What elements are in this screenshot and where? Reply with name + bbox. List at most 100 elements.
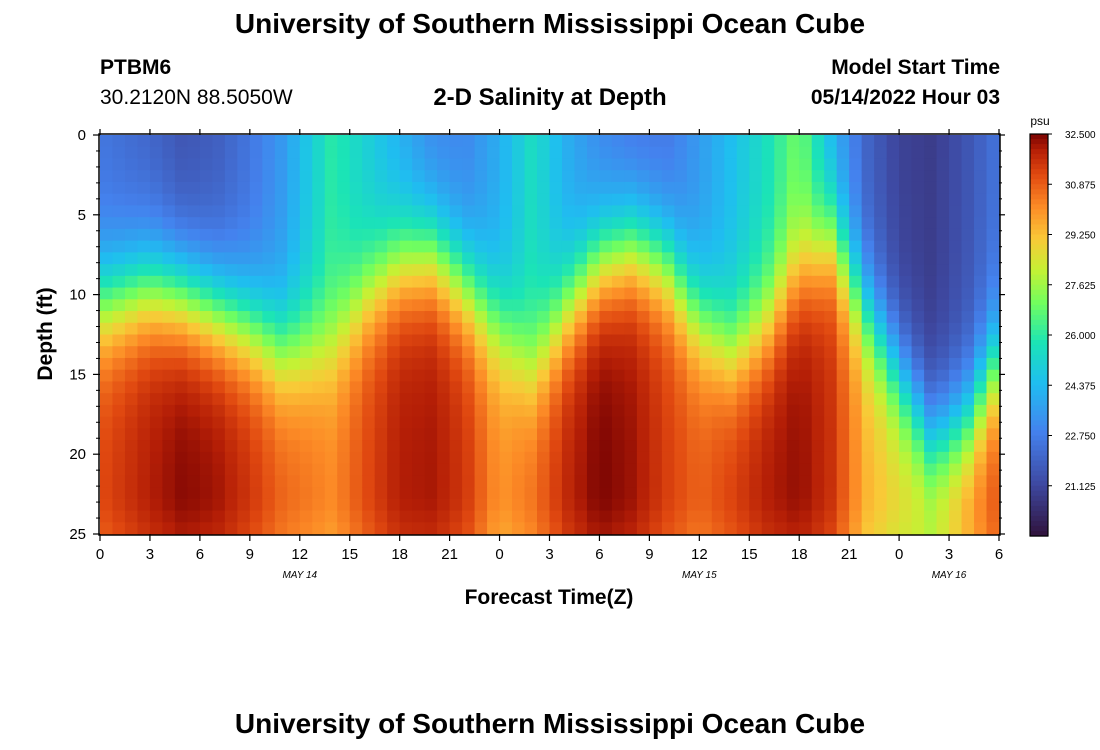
heatmap-cell bbox=[911, 135, 925, 148]
heatmap-cell bbox=[387, 275, 401, 289]
heatmap-cell bbox=[836, 393, 850, 406]
heatmap-cell bbox=[649, 205, 663, 218]
heatmap-cell bbox=[174, 193, 189, 207]
heatmap-cell bbox=[100, 357, 114, 371]
heatmap-cell bbox=[499, 275, 513, 289]
heatmap-cell bbox=[811, 170, 825, 183]
heatmap-cell bbox=[449, 193, 463, 207]
heatmap-cell bbox=[499, 311, 513, 324]
heatmap-cell bbox=[549, 311, 563, 324]
heatmap-cell bbox=[661, 428, 675, 441]
heatmap-cell bbox=[761, 252, 775, 265]
heatmap-cell bbox=[561, 240, 576, 253]
heatmap-cell bbox=[911, 205, 925, 218]
heatmap-cell bbox=[449, 522, 463, 535]
heatmap-cell bbox=[512, 498, 526, 512]
heatmap-cell bbox=[312, 357, 326, 371]
heatmap-cell bbox=[686, 275, 700, 289]
heatmap-cell bbox=[399, 475, 413, 488]
colorbar-segment bbox=[1030, 329, 1048, 336]
heatmap-cell bbox=[849, 510, 863, 523]
heatmap-cell bbox=[736, 522, 750, 535]
heatmap-cell bbox=[237, 264, 251, 277]
heatmap-cell bbox=[686, 498, 700, 512]
heatmap-cell bbox=[899, 158, 913, 171]
heatmap-cell bbox=[749, 135, 763, 148]
heatmap-cell bbox=[162, 440, 176, 453]
heatmap-cell bbox=[936, 228, 950, 242]
heatmap-cell bbox=[674, 522, 688, 535]
heatmap-cell bbox=[649, 475, 663, 488]
heatmap-cell bbox=[886, 404, 900, 418]
heatmap-cell bbox=[899, 451, 913, 465]
heatmap-cell bbox=[786, 440, 800, 453]
heatmap-cell bbox=[537, 404, 551, 418]
heatmap-cell bbox=[599, 158, 613, 171]
heatmap-cell bbox=[287, 440, 301, 453]
heatmap-cell bbox=[749, 252, 763, 265]
heatmap-cell bbox=[537, 252, 551, 265]
heatmap-cell bbox=[836, 404, 850, 418]
heatmap-cell bbox=[174, 264, 189, 277]
heatmap-cell bbox=[961, 205, 975, 218]
model-start-label: Model Start Time bbox=[831, 56, 1000, 79]
heatmap-cell bbox=[137, 170, 151, 183]
heatmap-cell bbox=[174, 252, 189, 265]
heatmap-cell bbox=[761, 346, 775, 359]
heatmap-cell bbox=[724, 275, 738, 289]
y-tick-label: 10 bbox=[69, 287, 86, 304]
heatmap-cell bbox=[337, 346, 351, 359]
heatmap-cell bbox=[312, 404, 326, 418]
heatmap-cell bbox=[774, 287, 788, 300]
heatmap-cell bbox=[849, 475, 863, 488]
heatmap-cell bbox=[974, 135, 988, 148]
heatmap-cell bbox=[724, 451, 738, 465]
heatmap-cell bbox=[986, 428, 1000, 441]
heatmap-cell bbox=[661, 475, 675, 488]
heatmap-cell bbox=[412, 135, 426, 148]
heatmap-cell bbox=[362, 522, 376, 535]
heatmap-cell bbox=[661, 334, 675, 347]
heatmap-cell bbox=[874, 322, 888, 336]
heatmap-cell bbox=[237, 381, 251, 394]
heatmap-cell bbox=[437, 510, 451, 523]
heatmap-cell bbox=[961, 451, 975, 465]
heatmap-cell bbox=[549, 404, 563, 418]
footer-title: University of Southern Mississippi Ocean… bbox=[234, 708, 866, 739]
heatmap-cell bbox=[836, 463, 850, 476]
heatmap-cell bbox=[212, 369, 226, 383]
heatmap-cell bbox=[811, 275, 825, 289]
heatmap-cell bbox=[387, 475, 401, 488]
heatmap-cell bbox=[524, 287, 538, 300]
heatmap-cell bbox=[974, 275, 988, 289]
heatmap-cell bbox=[786, 322, 800, 336]
heatmap-cell bbox=[362, 299, 376, 312]
heatmap-cell bbox=[624, 217, 638, 230]
heatmap-cell bbox=[611, 322, 626, 336]
heatmap-cell bbox=[836, 228, 850, 242]
heatmap-cell bbox=[661, 404, 675, 418]
heatmap-cell bbox=[224, 322, 238, 336]
heatmap-cell bbox=[811, 146, 825, 160]
heatmap-cell bbox=[749, 205, 763, 218]
heatmap-cell bbox=[924, 451, 938, 465]
heatmap-cell bbox=[199, 228, 213, 242]
heatmap-cell bbox=[524, 463, 538, 476]
colorbar-segment bbox=[1030, 214, 1048, 221]
heatmap-cell bbox=[649, 217, 663, 230]
heatmap-cell bbox=[686, 451, 700, 465]
heatmap-cell bbox=[724, 252, 738, 265]
heatmap-cell bbox=[349, 498, 363, 512]
heatmap-cell bbox=[874, 475, 888, 488]
heatmap-cell bbox=[474, 428, 488, 441]
heatmap-cell bbox=[986, 357, 1000, 371]
heatmap-cell bbox=[399, 357, 413, 371]
heatmap-cell bbox=[749, 170, 763, 183]
heatmap-cell bbox=[149, 451, 164, 465]
heatmap-cell bbox=[512, 346, 526, 359]
heatmap-cell bbox=[686, 381, 700, 394]
heatmap-cell bbox=[399, 181, 413, 195]
heatmap-cell bbox=[349, 205, 363, 218]
heatmap-cell bbox=[487, 404, 501, 418]
heatmap-cell bbox=[586, 264, 601, 277]
